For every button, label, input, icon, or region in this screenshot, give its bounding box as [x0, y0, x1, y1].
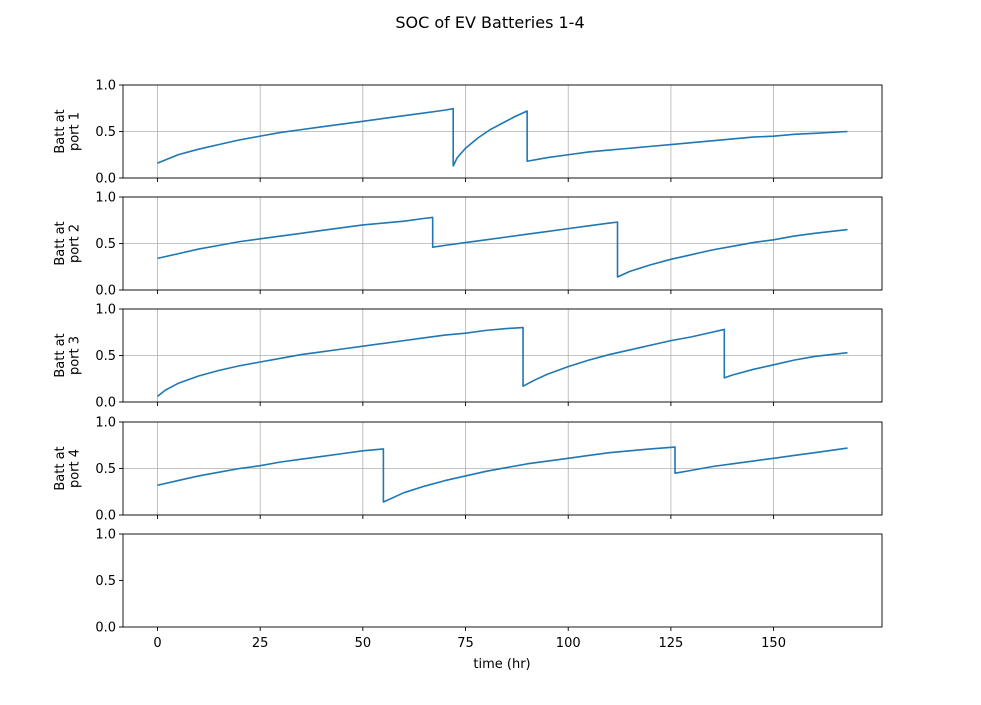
- y-tick-label: 0.0: [95, 396, 116, 411]
- x-tick-label: 0: [153, 636, 161, 651]
- x-tick-label: 100: [556, 636, 581, 651]
- x-tick-label: 50: [355, 636, 372, 651]
- y-tick-label: 0.5: [95, 237, 116, 252]
- y-tick-label: 1.0: [95, 416, 116, 431]
- subplot-3: 0.0 0.5 1.0 Batt atport 3: [53, 303, 883, 411]
- y-axis-label-line: port 2: [67, 224, 82, 263]
- subplot-4: 0.0 0.5 1.0 Batt atport 4: [53, 416, 883, 524]
- y-tick-label: 1.0: [95, 79, 116, 94]
- x-tick-label: 75: [457, 636, 474, 651]
- y-axis-label-line: Batt at: [53, 446, 68, 490]
- y-axis-label-line: port 3: [67, 336, 82, 375]
- series-line: [157, 326, 848, 398]
- y-axis-label-line: Batt at: [53, 333, 68, 377]
- y-tick-label: 1.0: [95, 303, 116, 318]
- y-tick-label: 0.0: [95, 621, 116, 636]
- y-tick-label: 0.0: [95, 172, 116, 187]
- y-axis-label-line: Batt at: [53, 221, 68, 265]
- chart-title: SOC of EV Batteries 1-4: [395, 13, 584, 32]
- x-tick-label: 150: [761, 636, 786, 651]
- y-axis-label: Batt atport 2: [53, 221, 82, 265]
- axes-frame: [122, 533, 883, 628]
- y-axis-label: Batt atport 3: [53, 333, 82, 377]
- y-axis-label-line: Batt at: [53, 109, 68, 153]
- x-tick-label: 125: [658, 636, 683, 651]
- y-axis-label-line: port 4: [67, 449, 82, 488]
- y-axis-label: Batt atport 1: [53, 109, 82, 153]
- y-axis-label-line: port 1: [67, 112, 82, 151]
- x-tick-label: 25: [252, 636, 269, 651]
- y-tick-label: 1.0: [95, 191, 116, 206]
- subplot-1: 0.0 0.5 1.0 Batt atport 1: [53, 79, 883, 187]
- y-tick-label: 1.0: [95, 528, 116, 543]
- y-tick-label: 0.5: [95, 462, 116, 477]
- y-tick-label: 0.0: [95, 509, 116, 524]
- subplot-2: 0.0 0.5 1.0 Batt atport 2: [53, 191, 883, 299]
- y-tick-label: 0.5: [95, 574, 116, 589]
- y-tick-label: 0.5: [95, 349, 116, 364]
- series-line: [157, 107, 848, 167]
- subplot-5: 0.0 0.5 1.0 0 25 50 75 100 125 150: [95, 528, 883, 651]
- series-line: [157, 216, 848, 278]
- y-tick-label: 0.5: [95, 125, 116, 140]
- y-tick-label: 0.0: [95, 284, 116, 299]
- series-line: [157, 446, 848, 503]
- y-axis-label: Batt atport 4: [53, 446, 82, 490]
- x-axis-label: time (hr): [473, 657, 530, 672]
